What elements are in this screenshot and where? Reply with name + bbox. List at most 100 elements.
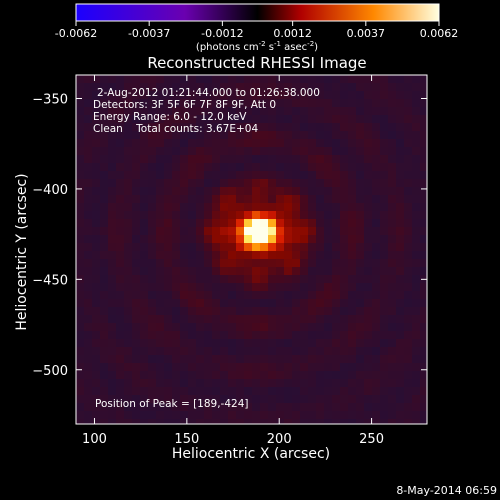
heatmap-cell [388,363,396,371]
heatmap-cell [388,227,396,235]
heatmap-cell [308,387,316,395]
heatmap-cell [92,275,100,283]
heatmap-cell [148,395,156,403]
heatmap-cell [252,411,260,419]
heatmap-cell [316,139,324,147]
heatmap-cell [268,187,276,195]
heatmap-cell [316,203,324,211]
heatmap-cell [316,403,324,411]
heatmap-cell [140,403,148,411]
heatmap-cell [420,283,427,291]
heatmap-cell [316,83,324,91]
heatmap-cell [276,171,284,179]
heatmap-cell [140,339,148,347]
heatmap-cell [396,267,404,275]
heatmap-cell [420,307,427,315]
heatmap-cell [396,163,404,171]
heatmap-cell [140,83,148,91]
heatmap-cell [420,347,427,355]
heatmap-cell [340,379,348,387]
heatmap-cell [420,291,427,299]
heatmap-cell [356,347,364,355]
heatmap-cell [148,163,156,171]
heatmap-cell [236,243,244,251]
heatmap-cell [364,243,372,251]
heatmap-cell [196,275,204,283]
heatmap-cell [268,171,276,179]
heatmap-cell [420,267,427,275]
heatmap-cell [156,283,164,291]
heatmap-cell [356,195,364,203]
heatmap-cell [348,211,356,219]
heatmap-cell [340,403,348,411]
heatmap-cell [100,155,108,163]
heatmap-cell [212,267,220,275]
heatmap-cell [228,299,236,307]
heatmap-cell [164,291,172,299]
heatmap-cell [276,299,284,307]
heatmap-cell [76,363,84,371]
heatmap-cell [204,147,212,155]
heatmap-cell [212,195,220,203]
heatmap-cell [116,251,124,259]
heatmap-cell [108,307,116,315]
heatmap-cell [364,283,372,291]
heatmap-cell [156,395,164,403]
heatmap-cell [300,275,308,283]
heatmap-cell [276,139,284,147]
heatmap-cell [156,187,164,195]
heatmap-cell [316,419,324,424]
heatmap-cell [100,75,108,83]
heatmap-cell [404,259,412,267]
heatmap-cell [412,91,420,99]
heatmap-cell [124,307,132,315]
heatmap-cell [204,179,212,187]
heatmap-cell [316,179,324,187]
heatmap-cell [220,147,228,155]
heatmap-cell [308,307,316,315]
heatmap-cell [260,395,268,403]
heatmap-cell [140,203,148,211]
heatmap-cell [148,227,156,235]
heatmap-cell [396,83,404,91]
heatmap-cell [292,83,300,91]
heatmap-cell [380,235,388,243]
heatmap-cell [420,387,427,395]
heatmap-cell [332,107,340,115]
heatmap-cell [340,323,348,331]
heatmap-cell [212,155,220,163]
heatmap-cell [292,107,300,115]
heatmap-cell [388,411,396,419]
heatmap-cell [292,371,300,379]
heatmap-cell [404,419,412,424]
heatmap-cell [172,163,180,171]
heatmap-cell [236,187,244,195]
heatmap-cell [300,99,308,107]
heatmap-cell [388,203,396,211]
heatmap-cell [140,387,148,395]
heatmap-cell [332,171,340,179]
heatmap-cell [380,163,388,171]
heatmap-cell [188,315,196,323]
heatmap-cell [420,163,427,171]
heatmap-cell [268,331,276,339]
heatmap-cell [420,259,427,267]
heatmap-cell [276,355,284,363]
heatmap-cell [332,355,340,363]
heatmap-cell [364,235,372,243]
heatmap-cell [76,371,84,379]
heatmap-cell [124,123,132,131]
heatmap-cell [196,195,204,203]
heatmap-cell [132,187,140,195]
footer-date: 8-May-2014 06:59 [396,484,497,497]
heatmap-cell [292,291,300,299]
heatmap-cell [332,91,340,99]
heatmap-cell [236,395,244,403]
heatmap-cell [340,211,348,219]
heatmap-cell [308,163,316,171]
heatmap-cell [148,411,156,419]
heatmap-cell [124,115,132,123]
heatmap-cell [244,139,252,147]
heatmap-cell [268,147,276,155]
heatmap-cell [292,115,300,123]
